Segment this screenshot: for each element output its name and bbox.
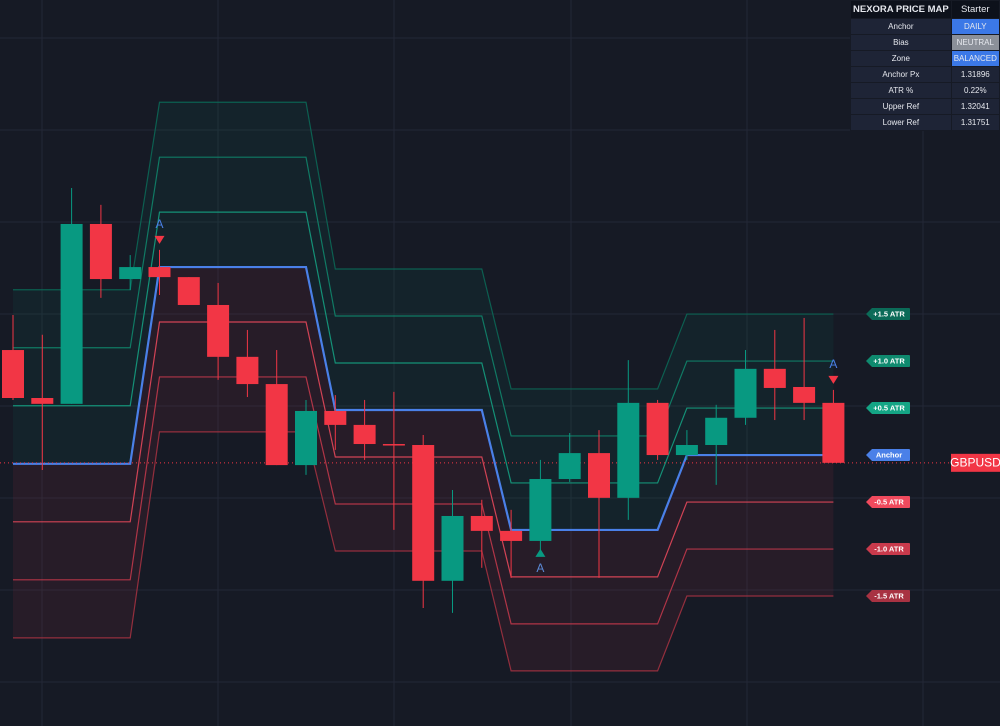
- row-label: Anchor Px: [851, 67, 951, 82]
- row-label: Upper Ref: [851, 99, 951, 114]
- level-tag-label: -0.5 ATR: [874, 498, 904, 507]
- candle-body: [558, 453, 581, 480]
- row-value: 1.31896: [951, 67, 999, 82]
- table-row: Upper Ref 1.32041: [851, 99, 999, 114]
- candle-body: [324, 410, 347, 425]
- band-line: [13, 101, 834, 390]
- level-tag-label: -1.5 ATR: [874, 592, 904, 601]
- candle-body: [675, 444, 698, 456]
- candle-body: [500, 530, 523, 541]
- candle-body: [295, 410, 317, 466]
- row-value: 1.31751: [951, 115, 999, 130]
- level-tag: [866, 496, 910, 509]
- row-label: Anchor: [851, 19, 951, 34]
- row-value: DAILY: [951, 19, 999, 34]
- row-label: Bias: [851, 35, 951, 50]
- row-label: Lower Ref: [851, 115, 951, 130]
- row-label: Zone: [851, 51, 951, 66]
- signal-marker: [535, 548, 546, 557]
- candle-body: [119, 267, 142, 280]
- signal-label: A: [536, 561, 544, 575]
- candle-body: [31, 398, 54, 404]
- level-tag-label: +0.5 ATR: [873, 404, 905, 413]
- candle-body: [822, 402, 845, 463]
- level-tag: [866, 308, 910, 321]
- level-tag: [866, 402, 910, 415]
- symbol-tag: [951, 453, 1000, 472]
- candle-body: [265, 384, 288, 466]
- band-line: [13, 156, 834, 437]
- signal-label: A: [155, 217, 163, 231]
- candle-body: [382, 444, 405, 446]
- table-row: Anchor DAILY: [851, 19, 999, 34]
- candle-body: [89, 223, 112, 280]
- table-row: Zone BALANCED: [851, 51, 999, 66]
- symbol-label: GBPUSD: [950, 455, 1000, 469]
- table-row: ATR % 0.22%: [851, 83, 999, 98]
- level-tag: [866, 449, 910, 462]
- candle-body: [705, 417, 728, 445]
- candle-body: [2, 350, 24, 399]
- candle-body: [412, 444, 435, 581]
- header-cell: NEXORA PRICE MAP: [851, 1, 951, 18]
- level-tag-label: Anchor: [876, 451, 902, 460]
- level-tag: [866, 590, 910, 603]
- row-value: NEUTRAL: [951, 35, 999, 50]
- level-tag: [866, 355, 910, 368]
- header-cell: Starter: [951, 1, 999, 18]
- row-value: 0.22%: [951, 83, 999, 98]
- candle-body: [236, 356, 259, 385]
- level-tag: [866, 543, 910, 556]
- table-row: Lower Ref 1.31751: [851, 115, 999, 130]
- signal-marker: [154, 235, 165, 244]
- candle-body: [793, 386, 816, 403]
- candle-body: [60, 223, 83, 404]
- row-value: BALANCED: [951, 51, 999, 66]
- candle-body: [470, 515, 493, 531]
- candle-body: [148, 267, 171, 278]
- candle-body: [441, 515, 464, 581]
- candle-body: [617, 402, 640, 498]
- level-tag-label: +1.0 ATR: [873, 357, 905, 366]
- candle-body: [646, 402, 669, 456]
- level-tag-label: +1.5 ATR: [873, 310, 905, 319]
- candle-body: [734, 368, 757, 418]
- table-row: Bias NEUTRAL: [851, 35, 999, 50]
- level-tag-label: -1.0 ATR: [874, 545, 904, 554]
- row-label: ATR %: [851, 83, 951, 98]
- table-header: NEXORA PRICE MAP Starter: [851, 1, 999, 18]
- signal-marker: [828, 375, 839, 384]
- candle-body: [529, 479, 552, 541]
- candle-body: [207, 304, 230, 357]
- signal-label: A: [829, 357, 837, 371]
- candle-body: [588, 453, 610, 498]
- info-table: NEXORA PRICE MAP Starter Anchor DAILY Bias NE…: [850, 0, 1000, 131]
- table-row: Anchor Px 1.31896: [851, 67, 999, 82]
- candle-body: [177, 277, 200, 305]
- candle-body: [353, 424, 376, 445]
- row-value: 1.32041: [951, 99, 999, 114]
- candle-body: [763, 368, 786, 388]
